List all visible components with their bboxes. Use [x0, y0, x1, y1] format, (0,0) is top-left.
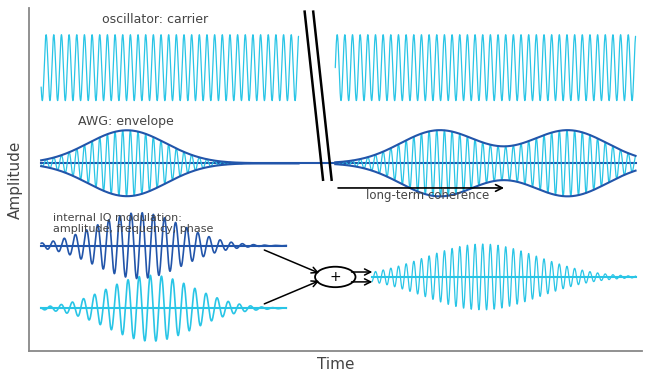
- Text: long-term coherence: long-term coherence: [366, 190, 489, 203]
- Text: +: +: [330, 270, 341, 284]
- Text: oscillator: carrier: oscillator: carrier: [103, 13, 209, 26]
- X-axis label: Time: Time: [317, 357, 354, 372]
- Text: AWG: envelope: AWG: envelope: [78, 116, 174, 128]
- Y-axis label: Amplitude: Amplitude: [8, 141, 23, 219]
- Text: internal IQ modulation:
amplitude, frequency, phase: internal IQ modulation: amplitude, frequ…: [53, 213, 214, 234]
